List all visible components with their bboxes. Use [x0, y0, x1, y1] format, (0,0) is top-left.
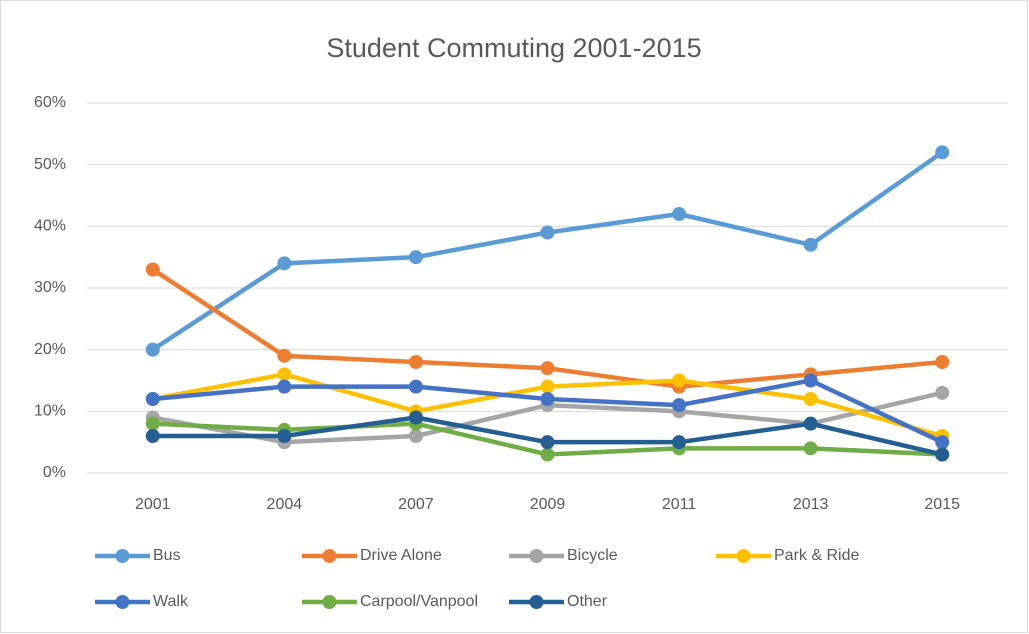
data-point — [935, 145, 950, 160]
x-tick-label: 2013 — [793, 496, 829, 513]
y-tick-label: 10% — [34, 403, 66, 420]
data-point — [803, 373, 818, 388]
legend-label: Bicycle — [567, 547, 618, 564]
data-point — [803, 416, 818, 431]
data-point — [277, 429, 292, 443]
legend-swatch-marker — [529, 549, 544, 563]
legend-label: Drive Alone — [360, 547, 442, 564]
data-point — [935, 385, 950, 400]
legend-swatch-marker — [529, 595, 544, 609]
y-tick-label: 60% — [34, 94, 66, 111]
x-tick-label: 2015 — [924, 496, 960, 513]
data-point — [540, 447, 555, 462]
data-point — [540, 392, 555, 406]
data-point — [803, 237, 818, 252]
data-point — [145, 392, 160, 406]
x-tick-label: 2001 — [135, 496, 171, 513]
data-point — [540, 361, 555, 376]
legend-label: Carpool/Vanpool — [360, 593, 478, 610]
data-point — [277, 348, 292, 363]
y-tick-label: 20% — [34, 341, 66, 358]
legend-label: Bus — [153, 547, 181, 564]
data-point — [408, 379, 423, 394]
legend-swatch-marker — [736, 549, 751, 563]
data-point — [145, 416, 160, 431]
data-point — [672, 207, 687, 221]
data-point — [408, 429, 423, 443]
x-tick-label: 2007 — [398, 496, 434, 513]
x-tick-label: 2011 — [662, 496, 697, 513]
x-tick-label: 2004 — [267, 496, 303, 513]
data-point — [540, 379, 555, 394]
y-tick-label: 0% — [43, 464, 66, 481]
data-point — [672, 398, 687, 413]
y-tick-label: 50% — [34, 156, 66, 173]
data-point — [935, 435, 950, 450]
chart-title: Student Commuting 2001-2015 — [326, 33, 701, 63]
data-point — [277, 256, 292, 271]
y-tick-label: 40% — [34, 218, 66, 235]
data-point — [277, 367, 292, 382]
data-point — [803, 441, 818, 456]
data-point — [145, 262, 160, 277]
data-point — [145, 342, 160, 357]
legend-label: Park & Ride — [774, 547, 859, 564]
legend-label: Walk — [153, 593, 189, 610]
data-point — [277, 379, 292, 394]
x-tick-label: 2009 — [530, 496, 566, 513]
legend-swatch-marker — [115, 595, 130, 609]
data-point — [408, 355, 423, 369]
data-point — [672, 435, 687, 450]
legend-label: Other — [567, 593, 608, 610]
data-point — [803, 392, 818, 406]
data-point — [935, 355, 950, 369]
data-point — [408, 410, 423, 425]
legend-swatch-marker — [322, 549, 337, 563]
data-point — [672, 373, 687, 388]
data-point — [540, 435, 555, 450]
data-point — [145, 429, 160, 443]
data-point — [935, 447, 950, 462]
legend-swatch-marker — [322, 595, 337, 609]
legend-swatch-marker — [115, 549, 130, 563]
data-point — [540, 225, 555, 240]
y-tick-label: 30% — [34, 279, 66, 296]
data-point — [408, 250, 423, 265]
